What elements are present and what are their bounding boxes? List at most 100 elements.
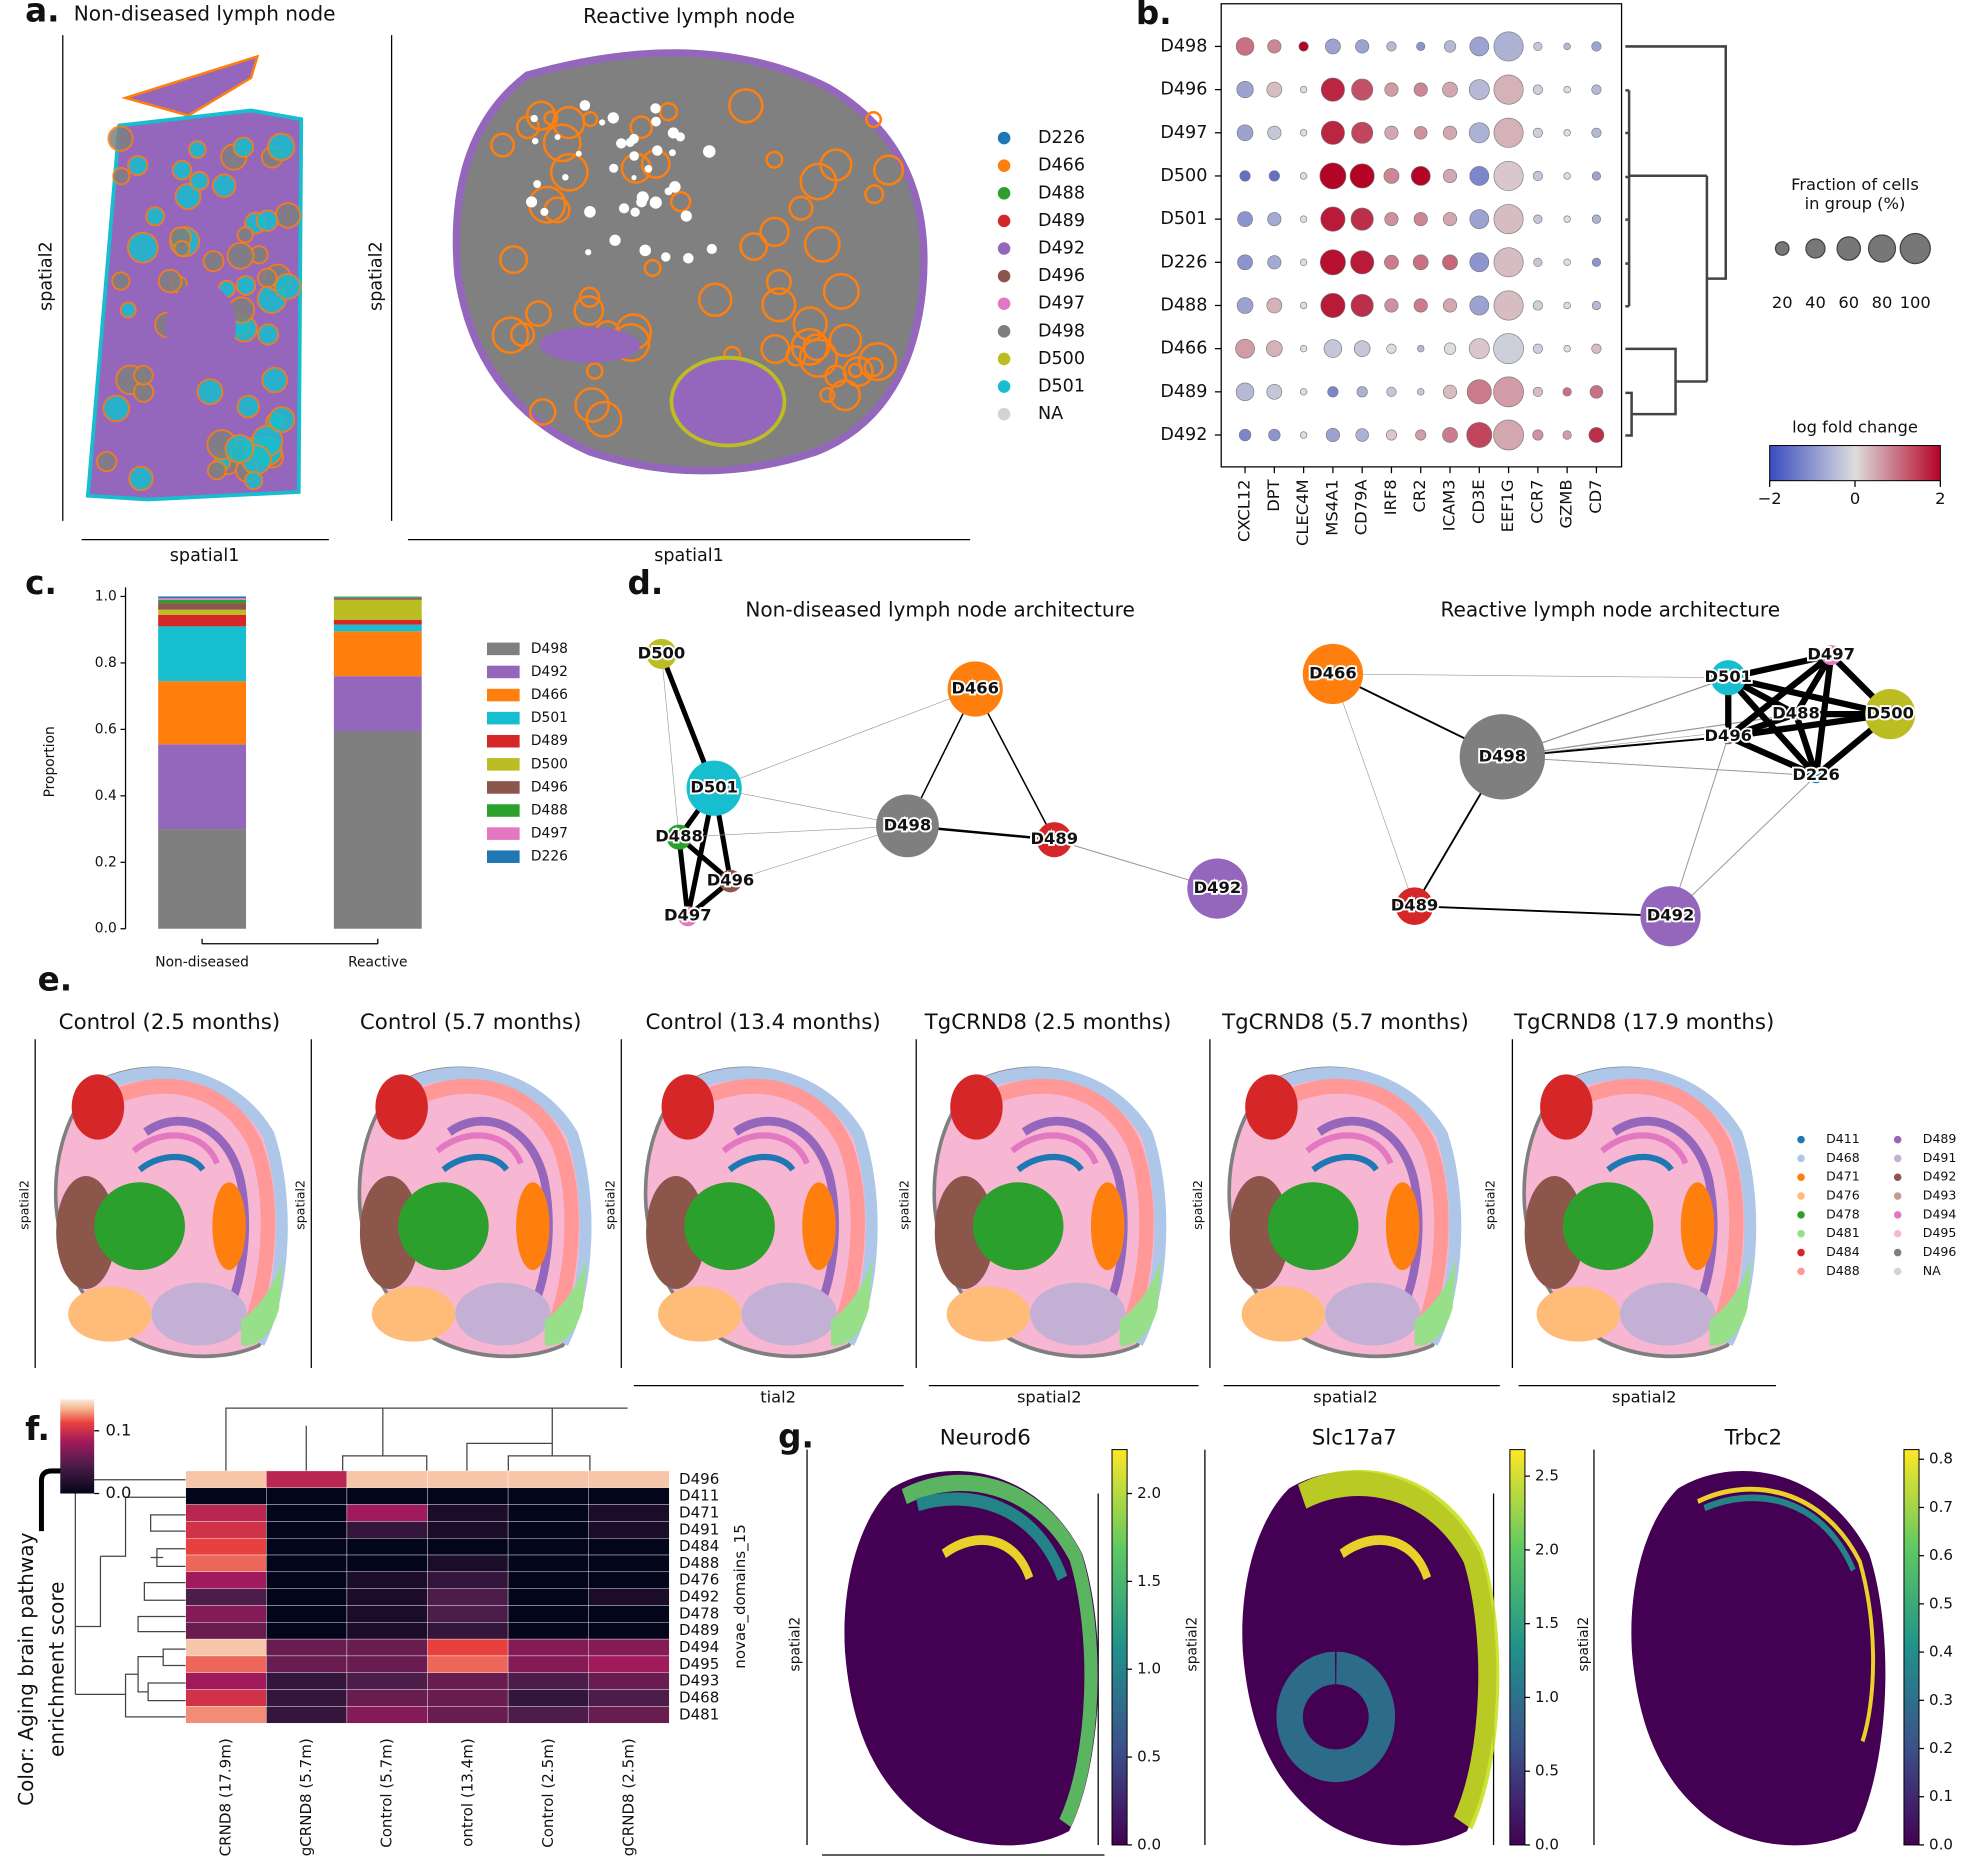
region [1268, 1182, 1359, 1270]
speck [707, 244, 717, 254]
legend-swatch [487, 781, 520, 794]
axis-label: spatial2 [17, 1180, 32, 1230]
heatmap-cell [589, 1656, 670, 1673]
axis-label: spatial2 [36, 241, 56, 311]
dot [1238, 212, 1253, 227]
bar [158, 598, 246, 600]
follicle [227, 243, 253, 269]
heatmap-cell [428, 1673, 509, 1690]
dot [1267, 298, 1282, 313]
axis-label: novae_domains_15 [731, 1524, 750, 1669]
region [1537, 1286, 1620, 1341]
region [947, 1286, 1030, 1341]
node-label: D496 [707, 871, 755, 890]
dot [1470, 166, 1489, 185]
dot [1592, 301, 1601, 310]
dot [1300, 345, 1307, 352]
node-label: D501 [690, 778, 738, 797]
panel-title: Slc17a7 [1312, 1425, 1397, 1450]
dot [1320, 163, 1346, 189]
heatmap-cell [347, 1488, 428, 1505]
legend-label: D466 [531, 687, 568, 703]
speck [532, 138, 538, 144]
speck [584, 206, 596, 218]
heatmap-cell [428, 1622, 509, 1639]
dot [1469, 339, 1489, 359]
heatmap-cell [589, 1605, 670, 1622]
axis-label: spatial2 [367, 241, 387, 311]
tick-label: 0.5 [1137, 1748, 1161, 1766]
follicle [238, 227, 253, 242]
heatmap-cell [428, 1538, 509, 1555]
bar [158, 744, 246, 829]
heatmap-cell [266, 1706, 347, 1723]
speck [629, 151, 639, 161]
legend-label: D495 [1923, 1225, 1957, 1240]
row-label: D492 [1160, 425, 1207, 445]
tick-label: 0.2 [1929, 1739, 1953, 1757]
colorbar [1510, 1450, 1525, 1845]
heatmap-cell [347, 1572, 428, 1589]
heatmap-cell [508, 1656, 589, 1673]
dot [1592, 172, 1601, 181]
dot [1533, 301, 1543, 311]
heatmap-cell [266, 1555, 347, 1572]
follicle [113, 168, 129, 184]
region [1386, 1182, 1419, 1270]
dot [1416, 430, 1426, 440]
dot [1592, 128, 1602, 138]
node-label: D492 [1647, 906, 1695, 925]
dot [1237, 298, 1253, 314]
legend-marker [1894, 1155, 1902, 1163]
tick-label: 0.4 [1929, 1643, 1953, 1661]
dot [1589, 427, 1604, 442]
region [540, 328, 640, 363]
legend-label: D226 [1038, 128, 1085, 148]
legend-marker [998, 242, 1011, 255]
heatmap-cell [508, 1555, 589, 1572]
heatmap-cell [508, 1673, 589, 1690]
legend-label: D498 [1038, 321, 1085, 341]
bar [158, 610, 246, 615]
legend-label: D489 [1923, 1131, 1957, 1146]
row-label: D468 [679, 1688, 719, 1706]
heatmap-cell [508, 1622, 589, 1639]
tick-label: 0.1 [105, 1420, 131, 1439]
legend-label: D489 [531, 733, 568, 749]
legend-marker [998, 297, 1011, 310]
region [684, 1182, 775, 1270]
speck [576, 151, 582, 157]
dot [1592, 215, 1601, 224]
dot [1443, 169, 1456, 182]
tick-label: 0.8 [95, 655, 117, 671]
tick-label: 0.7 [1929, 1498, 1953, 1516]
col-label: CRND8 (17.9m) [217, 1738, 235, 1856]
speck [703, 145, 716, 158]
follicle [258, 269, 277, 288]
heatmap-cell [186, 1639, 267, 1656]
tick-label: 1.0 [1535, 1688, 1559, 1706]
dot [1387, 42, 1397, 52]
legend-swatch [487, 850, 520, 863]
dot [1267, 82, 1282, 97]
panel-title: Non-diseased lymph node architecture [745, 598, 1135, 622]
legend-marker [1894, 1173, 1902, 1181]
panel-title: TgCRND8 (17.9 months) [1513, 1010, 1774, 1035]
dot [1494, 334, 1524, 364]
region [741, 1283, 836, 1346]
dot [1236, 38, 1254, 56]
dot [1236, 339, 1255, 358]
panel-title: Reactive lymph node architecture [1440, 598, 1780, 622]
dot [1300, 129, 1307, 136]
axis-label: spatial1 [170, 546, 240, 566]
dot [1494, 420, 1524, 450]
col-label: CD7 [1586, 479, 1605, 513]
legend-title: in group (%) [1805, 194, 1906, 213]
legend-marker [1797, 1155, 1805, 1163]
region [152, 1283, 247, 1346]
region [68, 1286, 151, 1341]
follicle [203, 251, 223, 271]
axis-label: spatial2 [603, 1180, 618, 1230]
heatmap-cell [266, 1656, 347, 1673]
legend-marker [998, 353, 1011, 366]
